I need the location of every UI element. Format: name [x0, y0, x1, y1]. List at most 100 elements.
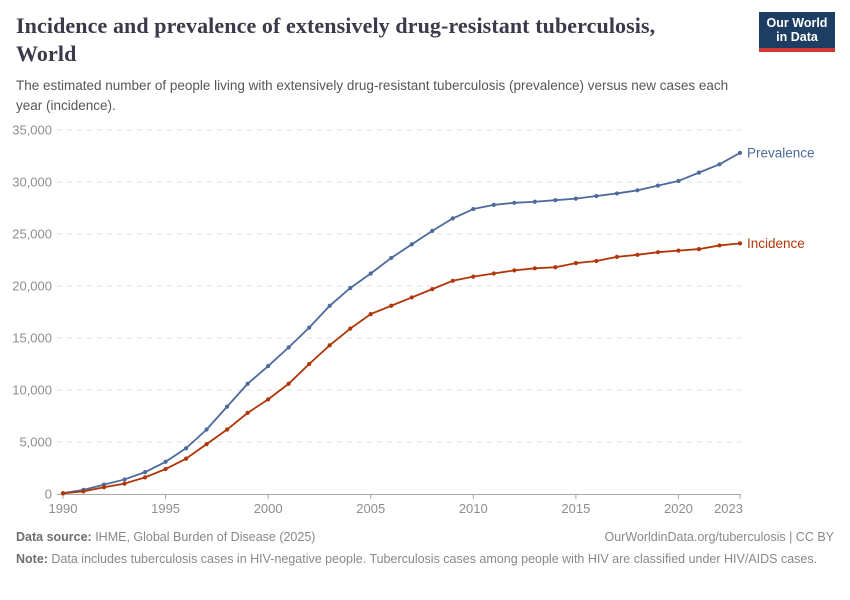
- prevalence-point[interactable]: [696, 170, 702, 175]
- incidence-point[interactable]: [573, 261, 578, 266]
- prevalence-point[interactable]: [122, 477, 127, 482]
- incidence-point[interactable]: [409, 295, 414, 300]
- y-tick-label: 0: [45, 487, 52, 502]
- incidence-point[interactable]: [286, 381, 291, 386]
- prevalence-point[interactable]: [512, 200, 517, 205]
- incidence-point[interactable]: [307, 361, 312, 367]
- prevalence-line[interactable]: [62, 151, 741, 495]
- incidence-point[interactable]: [635, 252, 640, 257]
- prevalence-point[interactable]: [163, 459, 168, 464]
- incidence-point[interactable]: [430, 287, 435, 292]
- prevalence-point[interactable]: [573, 196, 578, 201]
- series-label-incidence[interactable]: Incidence: [747, 236, 805, 251]
- incidence-point[interactable]: [60, 491, 66, 496]
- rights-link[interactable]: OurWorldinData.org/tuberculosis | CC BY: [604, 530, 835, 544]
- y-tick-label: 25,000: [12, 227, 52, 242]
- y-tick-label: 15,000: [12, 331, 52, 346]
- data-source-text: Data source: IHME, Global Burden of Dise…: [16, 530, 315, 544]
- incidence-point[interactable]: [696, 246, 702, 252]
- prevalence-point[interactable]: [204, 427, 209, 432]
- prevalence-point[interactable]: [717, 162, 722, 167]
- series-label-prevalence[interactable]: Prevalence: [747, 145, 815, 160]
- incidence-point[interactable]: [245, 410, 250, 415]
- incidence-point[interactable]: [204, 441, 209, 447]
- incidence-point[interactable]: [450, 278, 455, 283]
- note-value: Data includes tuberculosis cases in HIV-…: [47, 552, 818, 566]
- incidence-point[interactable]: [594, 258, 599, 264]
- incidence-point[interactable]: [368, 311, 373, 317]
- prevalence-point[interactable]: [142, 470, 148, 475]
- prevalence-point[interactable]: [348, 285, 353, 291]
- incidence-point[interactable]: [122, 481, 127, 486]
- incidence-point[interactable]: [491, 271, 496, 276]
- prevalence-point[interactable]: [183, 446, 189, 451]
- owid-logo-line2: in Data: [776, 30, 818, 44]
- prevalence-point[interactable]: [266, 363, 271, 369]
- prevalence-point[interactable]: [614, 191, 620, 196]
- incidence-line[interactable]: [62, 242, 741, 495]
- y-tick-label: 5,000: [19, 435, 52, 450]
- data-source-value: IHME, Global Burden of Disease (2025): [91, 530, 316, 544]
- x-tick-label: 2000: [254, 501, 283, 516]
- incidence-point[interactable]: [512, 268, 517, 273]
- prevalence-point[interactable]: [737, 150, 743, 155]
- prevalence-point[interactable]: [676, 178, 681, 184]
- prevalence-point[interactable]: [532, 199, 537, 204]
- incidence-point[interactable]: [327, 343, 332, 348]
- y-tick-label: 35,000: [12, 123, 52, 138]
- page-title: Incidence and prevalence of extensively …: [16, 13, 656, 66]
- prevalence-point[interactable]: [368, 271, 373, 276]
- x-tick-label: 1995: [151, 501, 180, 516]
- prevalence-point[interactable]: [389, 255, 394, 261]
- incidence-point[interactable]: [676, 248, 681, 253]
- x-tick-label: 2015: [561, 501, 590, 516]
- x-tick-label: 2005: [356, 501, 385, 516]
- chart-subtitle: The estimated number of people living wi…: [16, 78, 729, 113]
- prevalence-point[interactable]: [307, 325, 312, 330]
- incidence-point[interactable]: [717, 243, 722, 248]
- prevalence-point[interactable]: [225, 404, 230, 409]
- x-tick-label: 2020: [664, 501, 693, 516]
- prevalence-point[interactable]: [327, 303, 332, 308]
- y-tick-label: 30,000: [12, 175, 52, 190]
- incidence-point[interactable]: [348, 326, 353, 331]
- incidence-point[interactable]: [532, 266, 537, 271]
- owid-logo[interactable]: Our World in Data: [759, 12, 835, 52]
- chart-header: Incidence and prevalence of extensively …: [16, 12, 756, 115]
- incidence-point[interactable]: [81, 489, 86, 494]
- data-source-label: Data source:: [16, 530, 92, 544]
- chart-footer: Data source: IHME, Global Burden of Dise…: [16, 530, 834, 569]
- prevalence-point[interactable]: [655, 183, 661, 188]
- incidence-point[interactable]: [142, 475, 148, 480]
- footnote: Note: Data includes tuberculosis cases i…: [16, 551, 826, 569]
- prevalence-point[interactable]: [286, 345, 291, 350]
- x-tick-label: 2010: [459, 501, 488, 516]
- incidence-point[interactable]: [471, 274, 476, 279]
- prevalence-point[interactable]: [409, 242, 414, 247]
- prevalence-point[interactable]: [450, 216, 455, 221]
- incidence-point[interactable]: [101, 485, 107, 490]
- incidence-point[interactable]: [163, 466, 168, 472]
- prevalence-point[interactable]: [471, 206, 476, 212]
- incidence-point[interactable]: [553, 265, 558, 270]
- incidence-point[interactable]: [655, 250, 661, 255]
- prevalence-point[interactable]: [245, 381, 250, 386]
- note-label: Note:: [16, 552, 48, 566]
- x-tick-label: 1990: [49, 501, 78, 516]
- incidence-point[interactable]: [266, 397, 271, 402]
- prevalence-point[interactable]: [491, 202, 496, 207]
- owid-logo-line1: Our World: [766, 15, 828, 30]
- prevalence-point[interactable]: [430, 228, 435, 233]
- prevalence-point[interactable]: [594, 193, 599, 199]
- incidence-point[interactable]: [737, 241, 743, 246]
- incidence-point[interactable]: [389, 303, 394, 308]
- incidence-point[interactable]: [225, 427, 230, 432]
- prevalence-point[interactable]: [635, 188, 640, 193]
- prevalence-point[interactable]: [553, 198, 558, 203]
- x-tick-label: 2023: [714, 501, 743, 516]
- incidence-point[interactable]: [614, 254, 620, 259]
- y-tick-label: 20,000: [12, 279, 52, 294]
- incidence-point[interactable]: [183, 456, 189, 461]
